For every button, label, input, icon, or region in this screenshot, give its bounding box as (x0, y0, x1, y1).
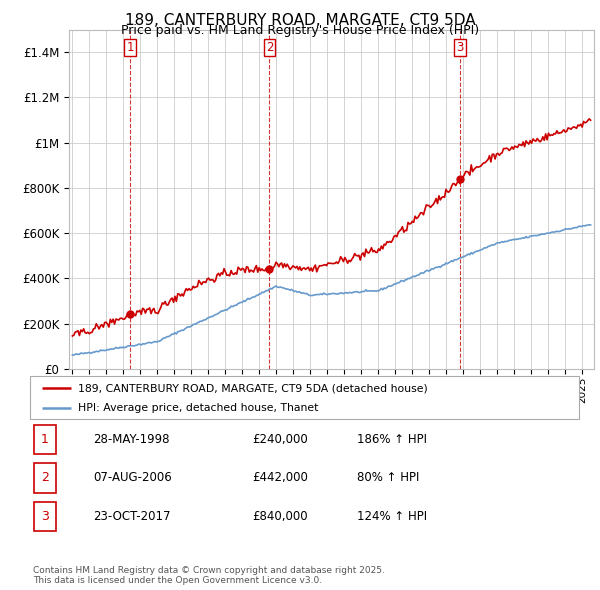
Text: 07-AUG-2006: 07-AUG-2006 (93, 471, 172, 484)
Text: 189, CANTERBURY ROAD, MARGATE, CT9 5DA: 189, CANTERBURY ROAD, MARGATE, CT9 5DA (125, 13, 475, 28)
FancyBboxPatch shape (34, 502, 56, 531)
Text: 23-OCT-2017: 23-OCT-2017 (93, 510, 170, 523)
Text: Price paid vs. HM Land Registry's House Price Index (HPI): Price paid vs. HM Land Registry's House … (121, 24, 479, 37)
FancyBboxPatch shape (34, 425, 56, 454)
Text: 1: 1 (41, 433, 49, 446)
FancyBboxPatch shape (34, 463, 56, 493)
Text: £840,000: £840,000 (252, 510, 308, 523)
Text: Contains HM Land Registry data © Crown copyright and database right 2025.
This d: Contains HM Land Registry data © Crown c… (33, 566, 385, 585)
Text: 3: 3 (456, 41, 464, 54)
Text: 189, CANTERBURY ROAD, MARGATE, CT9 5DA (detached house): 189, CANTERBURY ROAD, MARGATE, CT9 5DA (… (79, 384, 428, 394)
FancyBboxPatch shape (30, 376, 579, 419)
Text: 1: 1 (127, 41, 134, 54)
Text: 2: 2 (266, 41, 273, 54)
Text: 186% ↑ HPI: 186% ↑ HPI (357, 433, 427, 446)
Text: 124% ↑ HPI: 124% ↑ HPI (357, 510, 427, 523)
Text: 2: 2 (41, 471, 49, 484)
Text: 80% ↑ HPI: 80% ↑ HPI (357, 471, 419, 484)
Text: HPI: Average price, detached house, Thanet: HPI: Average price, detached house, Than… (79, 404, 319, 413)
Text: £442,000: £442,000 (252, 471, 308, 484)
Text: 3: 3 (41, 510, 49, 523)
Text: 28-MAY-1998: 28-MAY-1998 (93, 433, 170, 446)
Text: £240,000: £240,000 (252, 433, 308, 446)
